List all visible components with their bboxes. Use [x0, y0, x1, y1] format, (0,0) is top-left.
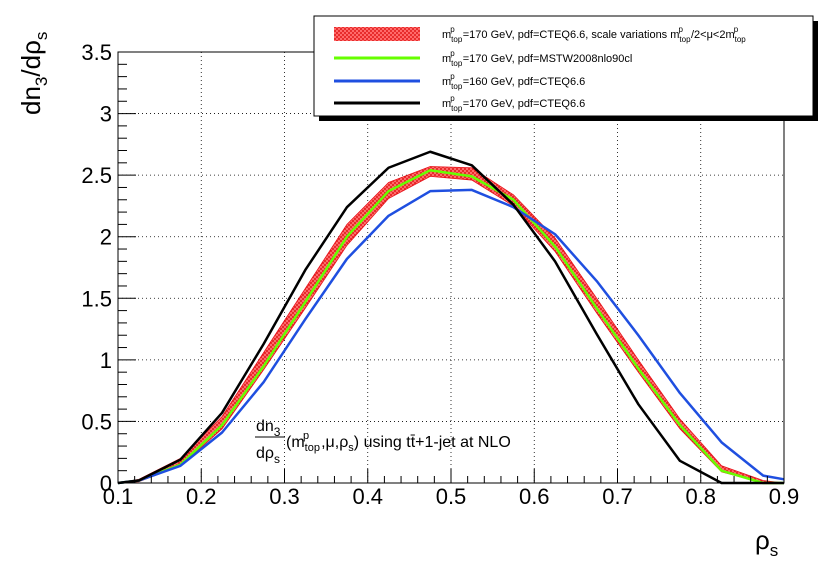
x-tick-label: 0.1: [103, 484, 134, 509]
series-layer: [117, 150, 785, 485]
annotation-denominator: dρs: [256, 445, 280, 466]
y-tick-label: 0.5: [81, 409, 112, 434]
annotation: dn3 dρs (mtopp ,μ,ρs) using tt̄+1-jet at …: [255, 418, 511, 466]
x-tick-label: 0.9: [769, 484, 800, 509]
x-tick-label: 0.8: [685, 484, 716, 509]
legend-label-170: mtopp =170 GeV, pdf=CTEQ6.6: [442, 94, 585, 113]
y-tick-label: 3: [100, 102, 112, 127]
y-tick-label: 3.5: [81, 40, 112, 65]
y-tick-label: 0: [100, 471, 112, 496]
y-tick-label: 2: [100, 225, 112, 250]
x-tick-label: 0.6: [519, 484, 550, 509]
x-tick-label: 0.7: [602, 484, 633, 509]
series-line-160gev: [117, 188, 785, 485]
legend-label-160: mtopp =160 GeV, pdf=CTEQ6.6: [442, 72, 585, 91]
y-tick-label: 1.5: [81, 286, 112, 311]
series-line-170gev: [117, 150, 784, 485]
series-line-mstw: [117, 168, 784, 485]
axis-ticks: [117, 51, 785, 484]
legend-label-mstw: mtopp =170 GeV, pdf=MSTW2008nlo90cl: [442, 49, 632, 68]
legend-label-band: mtopp =170 GeV, pdf=CTEQ6.6, scale variat…: [442, 25, 746, 44]
y-tick-label: 1: [100, 348, 112, 373]
y-tick-label: 2.5: [81, 163, 112, 188]
x-tick-label: 0.4: [352, 484, 383, 509]
x-tick-label: 0.3: [269, 484, 300, 509]
annotation-body: (mtopp ,μ,ρs) using tt̄+1-jet at NLO: [286, 430, 511, 454]
y-axis-title: dn3/dρs: [16, 32, 51, 115]
x-tick-label: 0.5: [436, 484, 467, 509]
legend-swatch-band: [334, 27, 420, 41]
annotation-numerator: dn3: [256, 418, 281, 439]
tick-labels: 0.1 0.2 0.3 0.4 0.5 0.6 0.7 0.8 0.9 0 0.5 1 1.5 2 2.5 3…: [81, 40, 799, 509]
x-tick-label: 0.2: [186, 484, 217, 509]
legend: mtopp =170 GeV, pdf=CTEQ6.6, scale variat…: [313, 15, 818, 121]
x-axis-title: ρs: [755, 525, 778, 560]
